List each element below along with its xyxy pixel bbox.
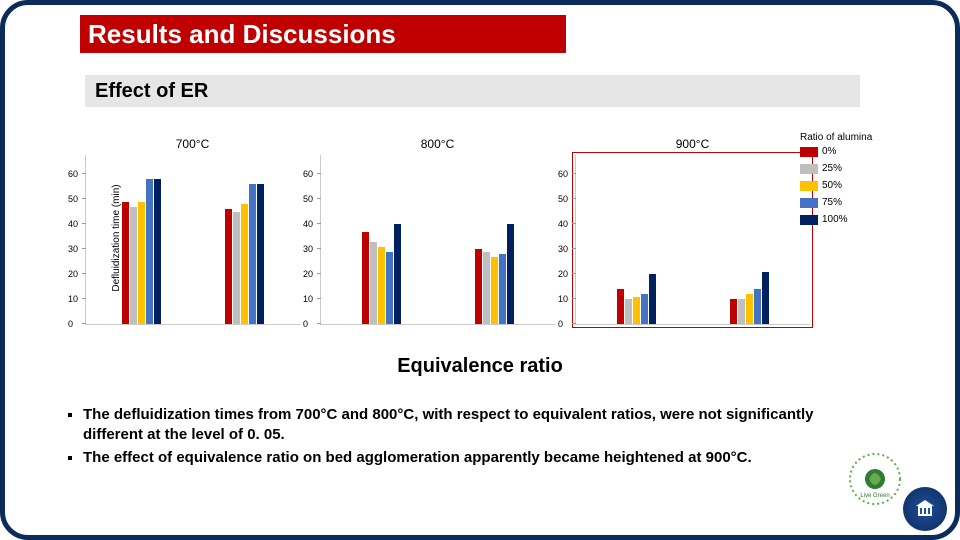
bar-group — [362, 224, 401, 324]
bar — [130, 207, 137, 325]
chart-panel: 800°C0102030405060 — [320, 155, 555, 325]
y-tick-label: 30 — [303, 244, 313, 254]
y-tick-label: 0 — [68, 319, 73, 329]
y-tick-label: 50 — [68, 194, 78, 204]
y-tick-label: 10 — [68, 294, 78, 304]
y-tick-label: 0 — [558, 319, 563, 329]
x-axis-label: Equivalence ratio — [5, 355, 955, 378]
bar — [122, 202, 129, 325]
panel-title: 800°C — [320, 137, 555, 151]
legend-label: 0% — [822, 146, 836, 157]
bar — [746, 294, 753, 324]
legend-item: 0% — [800, 146, 890, 157]
legend-label: 100% — [822, 214, 848, 225]
y-tick-label: 40 — [68, 219, 78, 229]
bullet-list: The defluidization times from 700°C and … — [65, 405, 845, 472]
bar — [649, 274, 656, 324]
bar — [138, 202, 145, 325]
bar — [762, 272, 769, 325]
bar — [617, 289, 624, 324]
bullet-item: The effect of equivalence ratio on bed a… — [83, 448, 845, 468]
bar — [362, 232, 369, 325]
y-tick-label: 50 — [558, 194, 568, 204]
slide-frame: Results and Discussions Effect of ER Def… — [0, 0, 960, 540]
y-tick-label: 40 — [303, 219, 313, 229]
legend-label: 75% — [822, 197, 842, 208]
legend-title: Ratio of alumina — [800, 132, 890, 143]
footer-logos — [903, 487, 947, 531]
legend-label: 50% — [822, 180, 842, 191]
section-title: Results and Discussions — [88, 19, 556, 50]
panel-title: 700°C — [85, 137, 300, 151]
bar — [378, 247, 385, 325]
panel-title: 900°C — [575, 137, 810, 151]
bar — [499, 254, 506, 324]
y-tick-label: 20 — [68, 269, 78, 279]
subsection-bar: Effect of ER — [85, 75, 860, 107]
bar — [754, 289, 761, 324]
bar — [491, 257, 498, 325]
bar — [394, 224, 401, 324]
y-tick-label: 60 — [68, 169, 78, 179]
plot-area: 0102030405060 — [320, 155, 555, 325]
bar — [507, 224, 514, 324]
bar — [370, 242, 377, 325]
bullet-item: The defluidization times from 700°C and … — [83, 405, 845, 444]
bar — [475, 249, 482, 324]
y-tick-label: 30 — [558, 244, 568, 254]
legend-item: 25% — [800, 163, 890, 174]
bar — [249, 184, 256, 324]
panel-container: 700°C0102030405060800°C0102030405060900°… — [85, 155, 810, 325]
bar — [241, 204, 248, 324]
legend-swatch — [800, 181, 818, 191]
bar — [483, 252, 490, 325]
y-tick-label: 10 — [558, 294, 568, 304]
y-tick-label: 50 — [303, 194, 313, 204]
bar-group — [225, 184, 264, 324]
charts-area: Defluidization time (min) 700°C010203040… — [85, 150, 885, 325]
bar — [233, 212, 240, 325]
bar — [625, 299, 632, 324]
bar — [154, 179, 161, 324]
subsection-title: Effect of ER — [95, 80, 208, 103]
legend-swatch — [800, 164, 818, 174]
y-tick-label: 20 — [558, 269, 568, 279]
bar-group — [730, 272, 769, 325]
y-tick-label: 40 — [558, 219, 568, 229]
bar — [730, 299, 737, 324]
bar-group — [122, 179, 161, 324]
legend-label: 25% — [822, 163, 842, 174]
plot-area: 0102030405060 — [575, 155, 810, 325]
legend: Ratio of alumina 0% 25% 50% 75% 100% — [800, 132, 890, 231]
chart-panel: 900°C0102030405060 — [575, 155, 810, 325]
legend-swatch — [800, 147, 818, 157]
bar — [633, 297, 640, 325]
bar — [386, 252, 393, 325]
legend-swatch — [800, 215, 818, 225]
live-green-text: Live Green — [860, 493, 889, 499]
y-tick-label: 30 — [68, 244, 78, 254]
live-green-badge-icon: Live Green — [849, 453, 901, 505]
bar — [257, 184, 264, 324]
bar-group — [617, 274, 656, 324]
plot-area: 0102030405060 — [85, 155, 300, 325]
bar — [225, 209, 232, 324]
legend-item: 100% — [800, 214, 890, 225]
legend-swatch — [800, 198, 818, 208]
bar — [146, 179, 153, 324]
chart-panel: 700°C0102030405060 — [85, 155, 300, 325]
y-tick-label: 10 — [303, 294, 313, 304]
y-tick-label: 0 — [303, 319, 308, 329]
y-tick-label: 20 — [303, 269, 313, 279]
section-title-bar: Results and Discussions — [80, 15, 566, 53]
y-tick-label: 60 — [558, 169, 568, 179]
bar — [641, 294, 648, 324]
y-tick-label: 60 — [303, 169, 313, 179]
conference-seal-icon — [903, 487, 947, 531]
bar — [738, 299, 745, 324]
bar-group — [475, 224, 514, 324]
legend-item: 75% — [800, 197, 890, 208]
legend-item: 50% — [800, 180, 890, 191]
